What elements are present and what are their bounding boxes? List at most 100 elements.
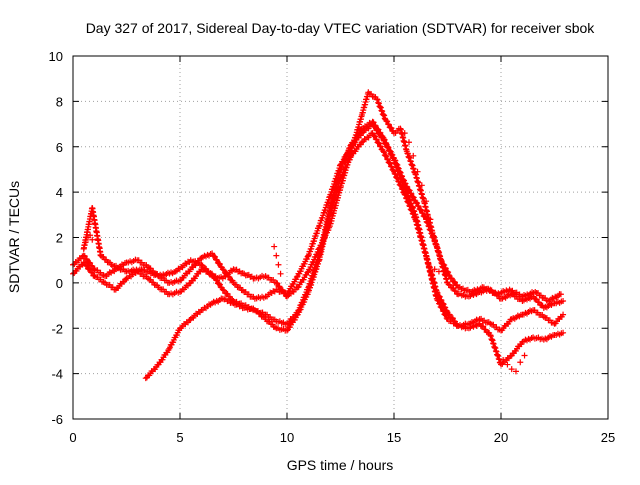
data-point-trail [384,156,391,163]
x-tick-label: 5 [176,430,183,445]
data-point-trail [377,143,384,150]
data-point [271,243,278,250]
data-point-trail [279,287,286,294]
data-point [560,311,567,318]
data-point-trail [276,283,283,290]
data-points [70,89,567,382]
y-tick-label: 8 [56,94,63,109]
data-point [401,130,408,137]
data-point-trail [438,258,445,265]
data-point-trail [372,122,379,129]
data-point-trail [87,259,94,266]
data-point-trail [375,99,382,106]
data-point [498,361,504,368]
data-point [405,139,412,146]
grid [73,56,608,419]
data-point [97,252,104,259]
data-point [380,148,387,155]
data-point [87,232,94,239]
data-point-trail [414,200,421,207]
data-point-trail [385,144,392,151]
data-point-trail [186,317,193,324]
data-point-trail [83,256,90,263]
data-point-trail [375,100,382,107]
data-point-trail [274,280,281,287]
data-point [557,291,564,298]
data-point-trail [379,108,386,115]
data-point-trail [381,149,388,156]
chart-title: Day 327 of 2017, Sidereal Day-to-day VTE… [86,20,596,36]
data-point-trail [385,121,392,128]
data-point [444,270,451,277]
x-axis-label: GPS time / hours [287,457,394,473]
data-point [316,245,323,252]
data-point-trail [386,147,393,154]
data-point [198,261,205,268]
y-tick-label: -6 [51,412,63,427]
data-point-trail [377,103,384,110]
data-point-trail [383,153,390,160]
data-point-trail [436,293,443,300]
data-point-trail [440,308,447,315]
data-point-trail [372,133,379,140]
data-point-trail [89,263,96,270]
data-point-trail [89,269,96,276]
data-point-trail [376,140,383,147]
data-point-trail [381,136,388,143]
data-point-trail [448,275,455,282]
data-point-trail [375,126,382,133]
data-point-trail [435,297,442,304]
data-point-trail [374,96,381,103]
data-point-trail [381,112,388,119]
data-point-trail [216,261,223,268]
data-point-trail [387,160,394,167]
data-point [82,239,89,246]
data-point [517,359,524,366]
data-point-trail [378,107,385,114]
data-point [144,275,151,282]
data-point-trail [391,170,398,177]
data-point [177,288,183,295]
data-point [172,268,179,275]
data-point [560,298,567,305]
data-point-trail [382,139,389,146]
y-tick-label: 6 [56,140,63,155]
data-point-trail [410,194,417,201]
x-tick-label: 0 [69,430,76,445]
data-point [284,327,290,334]
data-point-trail [388,125,395,132]
data-point-trail [212,253,219,260]
data-point [418,182,425,189]
data-point [438,257,445,264]
data-point-trail [380,111,387,118]
data-point-trail [451,279,458,286]
data-point-trail [379,111,386,118]
data-point [500,357,507,364]
data-point-trail [271,324,278,331]
data-point [414,168,421,175]
data-point-trail [395,178,402,185]
data-point-trail [383,140,390,147]
data-point [431,266,438,273]
data-point-trail [436,301,443,308]
data-point-trail [384,118,391,125]
data-point-trail [293,274,300,281]
data-point-trail [388,151,395,158]
data-point [423,198,430,205]
x-tick-label: 10 [280,430,294,445]
data-point-trail [216,281,223,288]
data-point-trail [370,119,377,126]
y-tick-label: -4 [51,367,63,382]
data-point [277,270,284,277]
y-tick-label: 10 [49,49,63,64]
data-point-trail [81,259,88,266]
data-point-trail [376,103,383,110]
data-point [508,366,515,373]
data-point-trail [213,257,220,264]
y-tick-label: 2 [56,231,63,246]
data-point-trail [220,267,227,274]
data-point [89,236,96,243]
y-tick-label: 4 [56,185,63,200]
